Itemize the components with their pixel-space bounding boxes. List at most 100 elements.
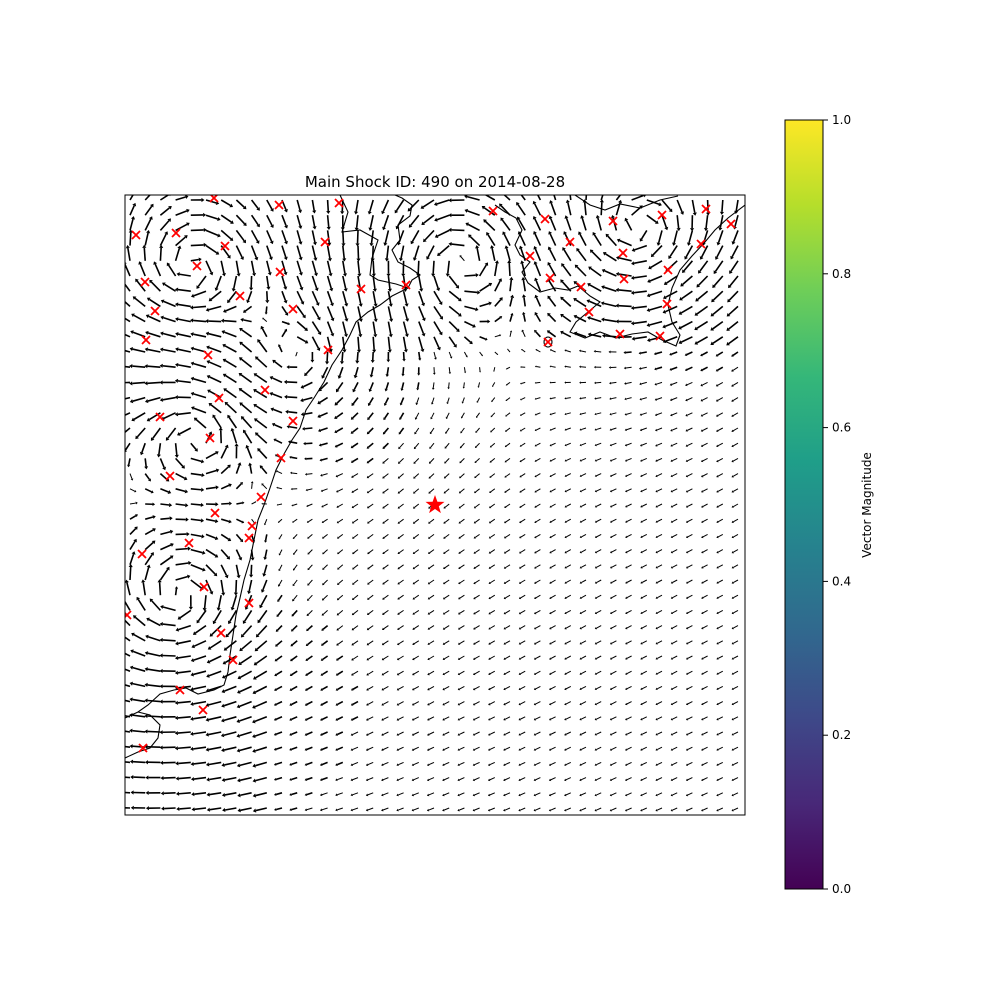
station-marker[interactable]	[137, 549, 147, 559]
vector-arrowhead	[533, 748, 537, 751]
vector-arrow	[444, 594, 450, 599]
station-marker[interactable]	[205, 433, 215, 443]
station-marker[interactable]	[155, 412, 165, 422]
station-marker[interactable]	[165, 471, 175, 481]
station-marker[interactable]	[288, 304, 298, 314]
station-marker[interactable]	[288, 416, 298, 426]
station-marker[interactable]	[320, 237, 330, 247]
vector-arrow	[686, 351, 693, 356]
station-marker[interactable]	[123, 610, 132, 620]
vector-arrowhead	[594, 672, 598, 675]
vector-arrowhead	[175, 317, 179, 322]
vector-arrow	[535, 594, 541, 599]
station-marker[interactable]	[216, 628, 226, 638]
vector-arrow	[203, 595, 207, 609]
station-marker[interactable]	[540, 214, 550, 224]
station-marker[interactable]	[138, 743, 148, 753]
station-marker[interactable]	[220, 241, 230, 251]
station-marker[interactable]	[276, 453, 286, 463]
station-marker[interactable]	[525, 251, 535, 261]
station-marker[interactable]	[696, 239, 706, 249]
vector-arrowhead	[242, 501, 245, 505]
vector-arrow	[451, 243, 465, 247]
vector-arrow	[535, 746, 541, 751]
station-marker[interactable]	[576, 282, 586, 292]
station-marker[interactable]	[192, 261, 202, 271]
vector-arrowhead	[150, 552, 154, 556]
vector-arrow	[509, 314, 513, 322]
station-marker[interactable]	[150, 306, 160, 316]
station-marker[interactable]	[199, 582, 209, 592]
vector-arrowhead	[214, 553, 219, 558]
station-marker[interactable]	[334, 198, 344, 208]
vector-arrowhead	[397, 597, 400, 600]
station-marker[interactable]	[545, 273, 555, 283]
station-marker[interactable]	[244, 598, 254, 608]
vector-arrow	[484, 195, 496, 201]
station-marker[interactable]	[141, 335, 151, 345]
station-marker[interactable]	[655, 331, 665, 341]
station-marker[interactable]	[140, 277, 150, 287]
vector-arrowhead	[670, 474, 673, 478]
station-marker[interactable]	[543, 337, 553, 347]
station-marker[interactable]	[198, 705, 208, 715]
station-marker[interactable]	[662, 299, 672, 309]
station-marker[interactable]	[618, 248, 628, 258]
station-marker[interactable]	[726, 219, 736, 229]
station-marker[interactable]	[565, 237, 575, 247]
vector-arrowhead	[640, 657, 643, 660]
station-marker[interactable]	[401, 280, 411, 290]
station-marker[interactable]	[488, 206, 498, 216]
vector-arrowhead	[202, 567, 206, 572]
station-marker[interactable]	[584, 307, 594, 317]
vector-arrowhead	[366, 657, 370, 661]
vector-arrowhead	[503, 627, 506, 630]
station-marker[interactable]	[356, 284, 366, 294]
vector-arrow	[641, 777, 648, 781]
vector-arrow	[565, 685, 572, 690]
station-marker[interactable]	[131, 230, 141, 240]
vector-arrow	[370, 367, 374, 376]
vector-arrow	[581, 594, 587, 599]
station-marker[interactable]	[171, 228, 181, 238]
vector-arrow	[296, 320, 307, 330]
station-marker[interactable]	[657, 210, 667, 220]
station-marker[interactable]	[701, 204, 711, 214]
vector-arrowhead	[174, 730, 179, 736]
vector-arrowhead	[176, 791, 180, 796]
station-marker[interactable]	[214, 393, 224, 403]
vector-arrowhead	[251, 272, 257, 277]
vector-arrow	[225, 305, 237, 312]
station-marker[interactable]	[608, 216, 618, 226]
vector-arrow	[220, 564, 228, 576]
vector-arrowhead	[237, 778, 241, 783]
station-marker[interactable]	[256, 492, 266, 502]
vector-arrow	[151, 600, 161, 611]
station-marker[interactable]	[275, 267, 285, 277]
vector-arrowhead	[271, 422, 276, 427]
vector-arrowhead	[458, 506, 462, 509]
station-marker[interactable]	[228, 655, 238, 665]
station-marker[interactable]	[615, 329, 625, 339]
vector-arrowhead	[237, 689, 241, 694]
station-marker[interactable]	[175, 685, 185, 695]
station-marker[interactable]	[247, 521, 257, 531]
station-marker[interactable]	[274, 200, 284, 210]
main-shock-star[interactable]	[425, 495, 445, 514]
station-marker[interactable]	[210, 508, 220, 518]
vector-arrowhead	[382, 446, 386, 450]
vector-arrowhead	[731, 384, 734, 387]
vector-arrow	[581, 217, 587, 231]
station-marker[interactable]	[244, 533, 254, 543]
station-marker[interactable]	[619, 274, 629, 284]
station-marker[interactable]	[184, 538, 194, 548]
station-marker[interactable]	[235, 291, 245, 301]
station-marker[interactable]	[663, 265, 673, 275]
vector-arrow	[580, 350, 587, 353]
vector-arrow	[656, 412, 663, 416]
vector-arrowhead	[609, 778, 613, 782]
station-marker[interactable]	[203, 350, 213, 360]
station-marker[interactable]	[260, 385, 270, 395]
vector-arrowhead	[647, 338, 651, 343]
station-marker[interactable]	[323, 345, 333, 355]
